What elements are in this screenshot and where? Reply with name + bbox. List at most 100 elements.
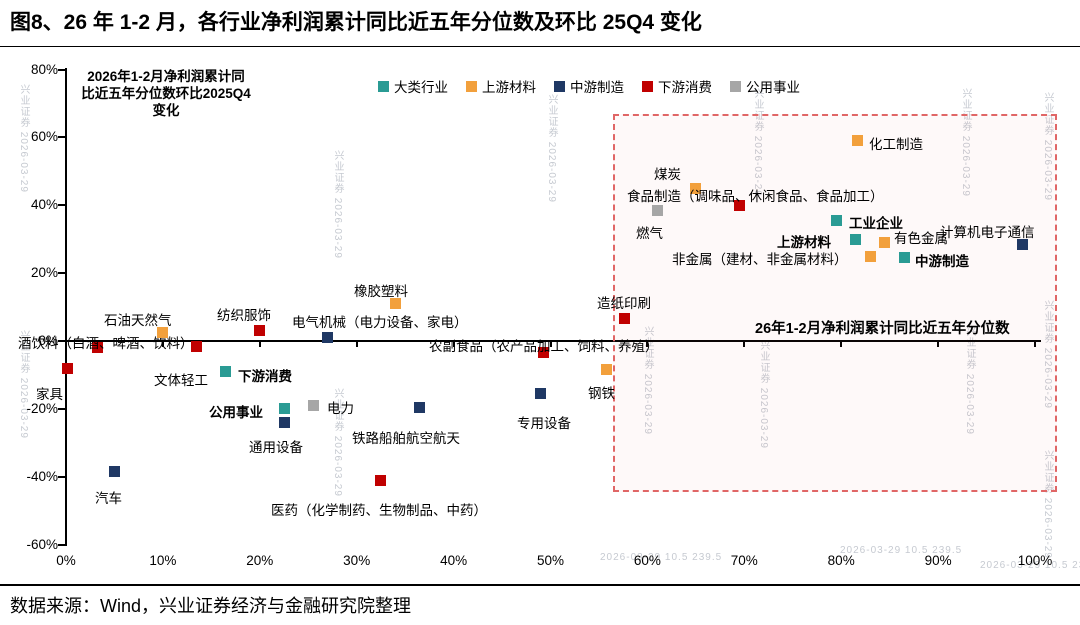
data-point: [375, 475, 386, 486]
y-axis-title: 2026年1-2月净利润累计同 比近五年分位数环比2025Q4 变化: [66, 68, 266, 119]
y-axis-title-line: 变化: [152, 103, 180, 118]
source-note: 数据来源：Wind，兴业证券经济与金融研究院整理: [10, 596, 412, 616]
data-point: [308, 400, 319, 411]
data-point: [390, 298, 401, 309]
data-point-label: 化工制造: [869, 137, 923, 152]
data-point-label: 造纸印刷: [597, 296, 651, 311]
figure-title: 图8、26 年 1-2 月，各行业净利润累计同比近五年分位数及环比 25Q4 变…: [10, 11, 702, 34]
data-point-label: 煤炭: [654, 167, 681, 182]
x-tick-mark: [646, 342, 649, 347]
data-point: [92, 342, 103, 353]
data-point: [865, 251, 876, 262]
x-tick-mark: [355, 342, 358, 347]
x-tick-label: 40%: [440, 553, 468, 568]
y-tick-mark: [58, 407, 65, 410]
x-tick-label: 80%: [827, 553, 855, 568]
data-point: [254, 325, 265, 336]
data-point-label: 铁路船舶航空航天: [352, 431, 460, 446]
data-point-label: 燃气: [636, 226, 663, 241]
data-point: [690, 183, 701, 194]
data-point: [1017, 239, 1028, 250]
data-point: [899, 252, 910, 263]
highlight-box: [612, 114, 1058, 492]
legend-swatch: [378, 80, 389, 92]
data-point-label: 文体轻工: [154, 373, 208, 388]
data-point: [414, 402, 425, 413]
x-tick-mark: [161, 342, 164, 347]
legend-item: 下游消费: [642, 76, 712, 96]
data-point: [279, 403, 290, 414]
legend-label: 公用事业: [746, 80, 800, 95]
data-point-label: 通用设备: [249, 440, 303, 455]
x-tick-mark: [452, 342, 455, 347]
data-point: [535, 388, 546, 399]
data-point-label: 医药（化学制药、生物制品、中药）: [271, 503, 487, 518]
data-point: [850, 234, 861, 245]
data-point: [109, 466, 120, 477]
data-point-label: 橡胶塑料: [354, 284, 408, 299]
y-tick-label: -60%: [26, 536, 58, 552]
x-tick-label: 20%: [246, 553, 274, 568]
data-point: [831, 215, 842, 226]
y-tick-label: 60%: [30, 129, 58, 145]
y-tick-mark: [58, 136, 65, 139]
x-tick-label: 30%: [343, 553, 371, 568]
legend-label: 上游材料: [482, 80, 536, 95]
x-tick-mark: [937, 342, 940, 347]
legend-swatch: [554, 80, 565, 92]
x-tick-mark: [65, 342, 67, 347]
x-tick-label: 60%: [633, 553, 661, 568]
x-axis-title: 26年1-2月净利润累计同比近五年分位数: [755, 321, 1010, 337]
legend-label: 大类行业: [394, 80, 448, 95]
data-point: [601, 364, 612, 375]
title-divider: [0, 46, 1080, 47]
data-point-label: 有色金属: [894, 231, 948, 246]
y-tick-mark: [58, 68, 65, 71]
data-point-label: 上游材料: [777, 235, 831, 250]
legend-label: 中游制造: [570, 80, 624, 95]
x-tick-label: 90%: [924, 553, 952, 568]
y-tick-label: -20%: [26, 400, 58, 416]
data-point-label: 酒饮料（白酒、啤酒、饮料）: [18, 336, 194, 351]
data-point: [322, 332, 333, 343]
y-tick-label: -40%: [26, 468, 58, 484]
data-point-label: 食品制造（调味品、休闲食品、食品加工）: [627, 189, 884, 204]
legend-label: 下游消费: [658, 80, 712, 95]
data-point-label: 中游制造: [915, 254, 969, 269]
x-tick-label: 70%: [730, 553, 758, 568]
y-axis-title-line: 2026年1-2月净利润累计同: [87, 69, 245, 84]
data-point: [191, 341, 202, 352]
y-tick-label: 40%: [30, 197, 58, 213]
data-point-label: 电力: [327, 401, 354, 416]
legend-item: 公用事业: [730, 76, 800, 96]
data-point: [220, 366, 231, 377]
legend: 大类行业 上游材料 中游制造 下游消费 公用事业: [378, 76, 800, 96]
x-tick-mark: [549, 342, 552, 347]
data-point: [852, 135, 863, 146]
data-point-label: 公用事业: [209, 405, 263, 420]
data-point-label: 汽车: [95, 491, 122, 506]
data-point-label: 纺织服饰: [217, 308, 271, 323]
data-point: [538, 347, 549, 358]
y-tick-mark: [58, 475, 65, 478]
data-point-label: 家具: [36, 387, 63, 402]
x-tick-label: 50%: [536, 553, 565, 568]
data-point: [619, 313, 630, 324]
data-point: [279, 417, 290, 428]
data-point-label: 石油天然气: [104, 313, 172, 328]
y-axis-title-line: 比近五年分位数环比2025Q4: [81, 86, 251, 101]
source-divider: [0, 584, 1080, 586]
legend-swatch: [730, 80, 741, 92]
y-tick-mark: [58, 543, 65, 546]
x-tick-label: 100%: [1017, 553, 1053, 568]
y-tick-mark: [58, 204, 65, 207]
y-tick-label: 80%: [30, 61, 58, 77]
data-point-label: 钢铁: [588, 386, 615, 401]
data-point: [734, 200, 745, 211]
data-point-label: 计算机电子通信: [940, 225, 1035, 240]
x-tick-mark: [1034, 342, 1036, 347]
data-point-label: 电气机械（电力设备、家电）: [292, 315, 468, 330]
data-point-label: 非金属（建材、非金属材料）: [672, 252, 848, 267]
legend-swatch: [642, 80, 653, 92]
y-tick-label: 0%: [38, 333, 58, 348]
